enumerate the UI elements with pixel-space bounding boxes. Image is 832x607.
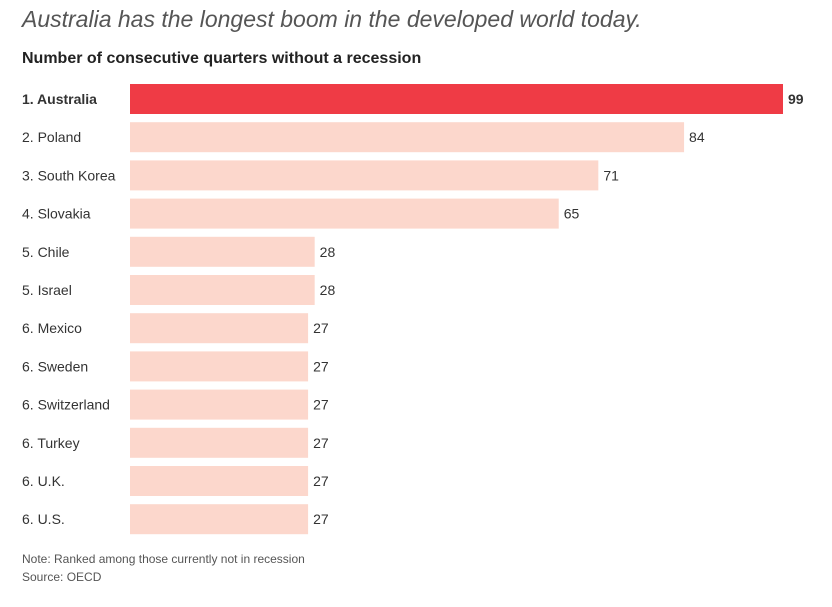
value-label-1: 84 [689,129,705,145]
category-label-0: 1. Australia [22,91,97,107]
category-label-11: 6. U.S. [22,511,65,527]
chart-note: Note: Ranked among those currently not i… [22,552,305,566]
value-label-5: 28 [320,282,336,298]
bar-10 [130,466,309,496]
category-label-3: 4. Slovakia [22,206,91,222]
category-label-6: 6. Mexico [22,320,82,336]
category-label-8: 6. Switzerland [22,397,110,413]
value-label-11: 27 [313,511,329,527]
value-label-2: 71 [603,167,619,183]
bar-7 [130,351,309,382]
value-label-0: 99 [788,91,804,107]
bar-1 [130,122,685,153]
bar-3 [130,198,559,229]
bar-8 [130,389,309,420]
value-label-8: 27 [313,397,329,413]
bar-5 [130,275,315,305]
chart-title: Number of consecutive quarters without a… [22,50,422,67]
category-label-7: 6. Sweden [22,358,88,374]
value-label-9: 27 [313,435,329,451]
bar-11 [130,504,309,535]
value-label-4: 28 [320,244,336,260]
category-label-1: 2. Poland [22,129,81,145]
bar-9 [130,427,309,458]
value-label-3: 65 [564,206,580,222]
headline: Australia has the longest boom in the de… [22,6,642,32]
bar-0 [130,84,783,114]
category-label-2: 3. South Korea [22,167,116,183]
value-label-6: 27 [313,320,329,336]
bar-6 [130,313,309,344]
category-label-4: 5. Chile [22,244,70,260]
value-label-7: 27 [313,358,329,374]
bar-4 [130,236,315,267]
bar-2 [130,160,599,191]
category-label-9: 6. Turkey [22,435,80,451]
value-label-10: 27 [313,473,329,489]
category-label-10: 6. U.K. [22,473,65,489]
chart-source: Source: OECD [22,570,102,584]
category-label-5: 5. Israel [22,282,72,298]
